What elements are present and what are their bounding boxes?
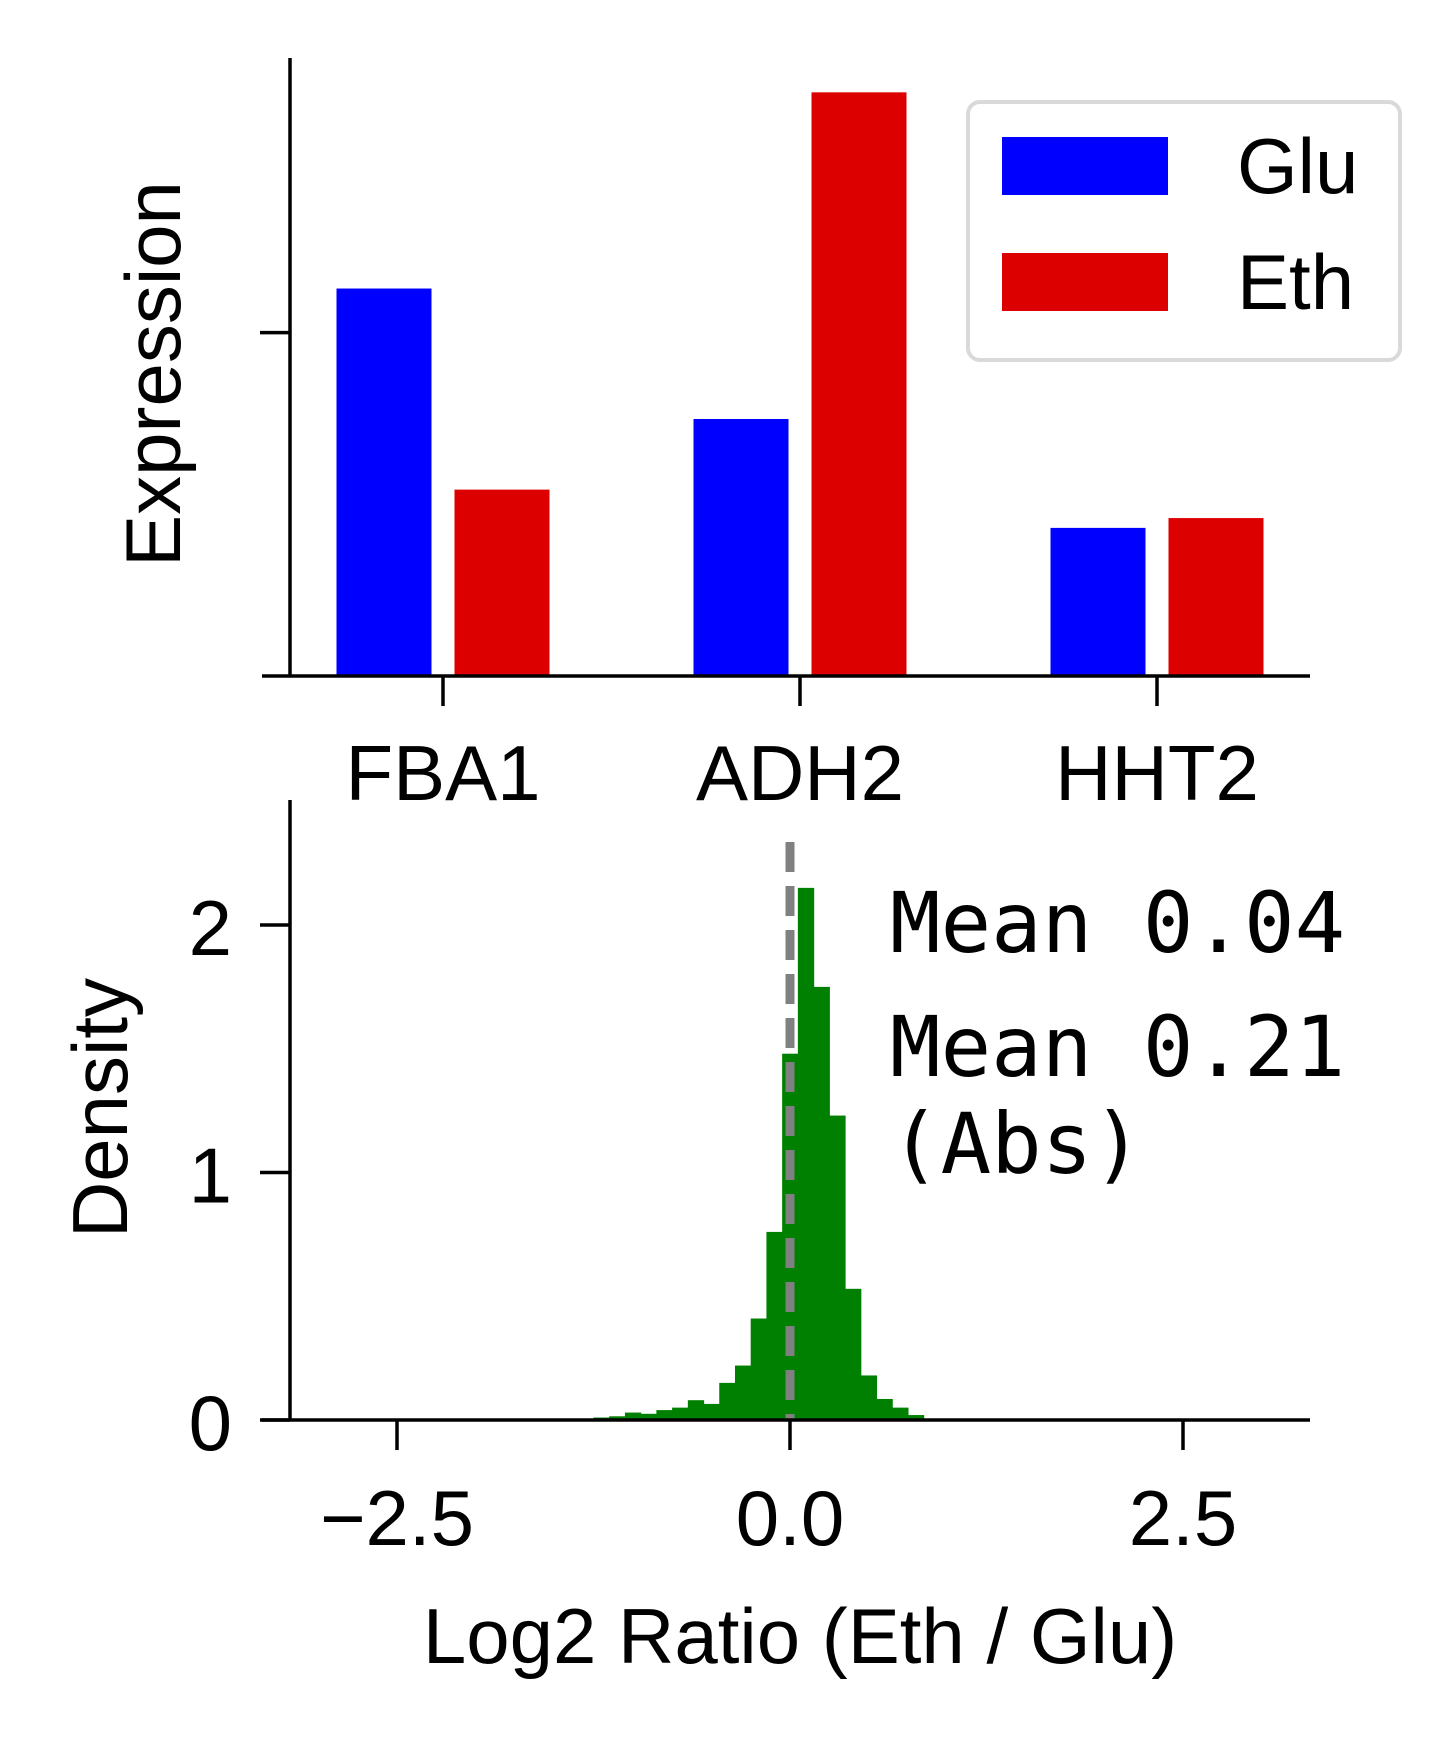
legend-swatch-glu <box>1002 137 1168 195</box>
x-tick-label: 2.5 <box>1129 1474 1237 1562</box>
histogram-bin <box>687 1400 705 1420</box>
x-axis-label: Log2 Ratio (Eth / Glu) <box>423 1592 1177 1680</box>
x-tick-label: 0.0 <box>736 1474 844 1562</box>
histogram-bin <box>813 986 830 1420</box>
histogram-bin <box>734 1365 752 1420</box>
histogram-bin <box>750 1318 768 1420</box>
histogram-bin <box>829 1115 846 1420</box>
annotation-text: Mean 0.21 <box>890 998 1345 1096</box>
histogram-bin <box>845 1288 862 1420</box>
histogram-bin <box>892 1407 909 1420</box>
y-axis-label: Expression <box>109 181 197 567</box>
x-tick-label: −2.5 <box>320 1474 474 1562</box>
bar-eth-adh2 <box>811 92 907 677</box>
annotation-text: (Abs) <box>890 1095 1143 1193</box>
histogram-bin <box>876 1398 893 1420</box>
legend-swatch-eth <box>1002 253 1168 311</box>
histogram-bin <box>609 1416 626 1420</box>
y-axis-label: Density <box>56 978 144 1238</box>
histogram-bin <box>860 1375 878 1420</box>
histogram-bin <box>624 1412 642 1420</box>
histogram-bin <box>907 1415 925 1420</box>
histogram-bin <box>672 1407 689 1420</box>
x-tick-label-hht2: HHT2 <box>1055 729 1259 817</box>
bar-eth-fba1 <box>454 489 550 676</box>
histogram-bin <box>766 1231 783 1420</box>
x-tick-label-adh2: ADH2 <box>696 729 904 817</box>
y-tick-label: 1 <box>189 1132 232 1220</box>
histogram-bin <box>656 1410 673 1420</box>
x-tick-label-fba1: FBA1 <box>345 729 540 817</box>
y-tick-label: 0 <box>189 1379 232 1467</box>
expression-bar-chart: FBA1 ADH2 HHT2 Expression Glu Eth <box>109 58 1402 817</box>
legend-label-eth: Eth <box>1237 238 1354 326</box>
histogram-bin <box>703 1403 720 1420</box>
y-tick-label: 2 <box>189 884 232 972</box>
bar-glu-adh2 <box>693 418 789 676</box>
legend: Glu Eth <box>966 100 1402 362</box>
histogram-bin <box>797 887 815 1420</box>
annotation-text: Mean 0.04 <box>890 874 1345 972</box>
log2-ratio-histogram: 0 1 2 −2.5 0.0 2.5 Log2 Ratio (Eth / Glu) Densi… <box>56 800 1345 1680</box>
histogram-bin <box>640 1413 657 1420</box>
bar-eth-hht2 <box>1168 518 1264 676</box>
bar-glu-hht2 <box>1050 527 1146 676</box>
histogram-bin <box>719 1382 736 1420</box>
legend-label-glu: Glu <box>1237 122 1358 210</box>
bar-glu-fba1 <box>336 288 432 676</box>
